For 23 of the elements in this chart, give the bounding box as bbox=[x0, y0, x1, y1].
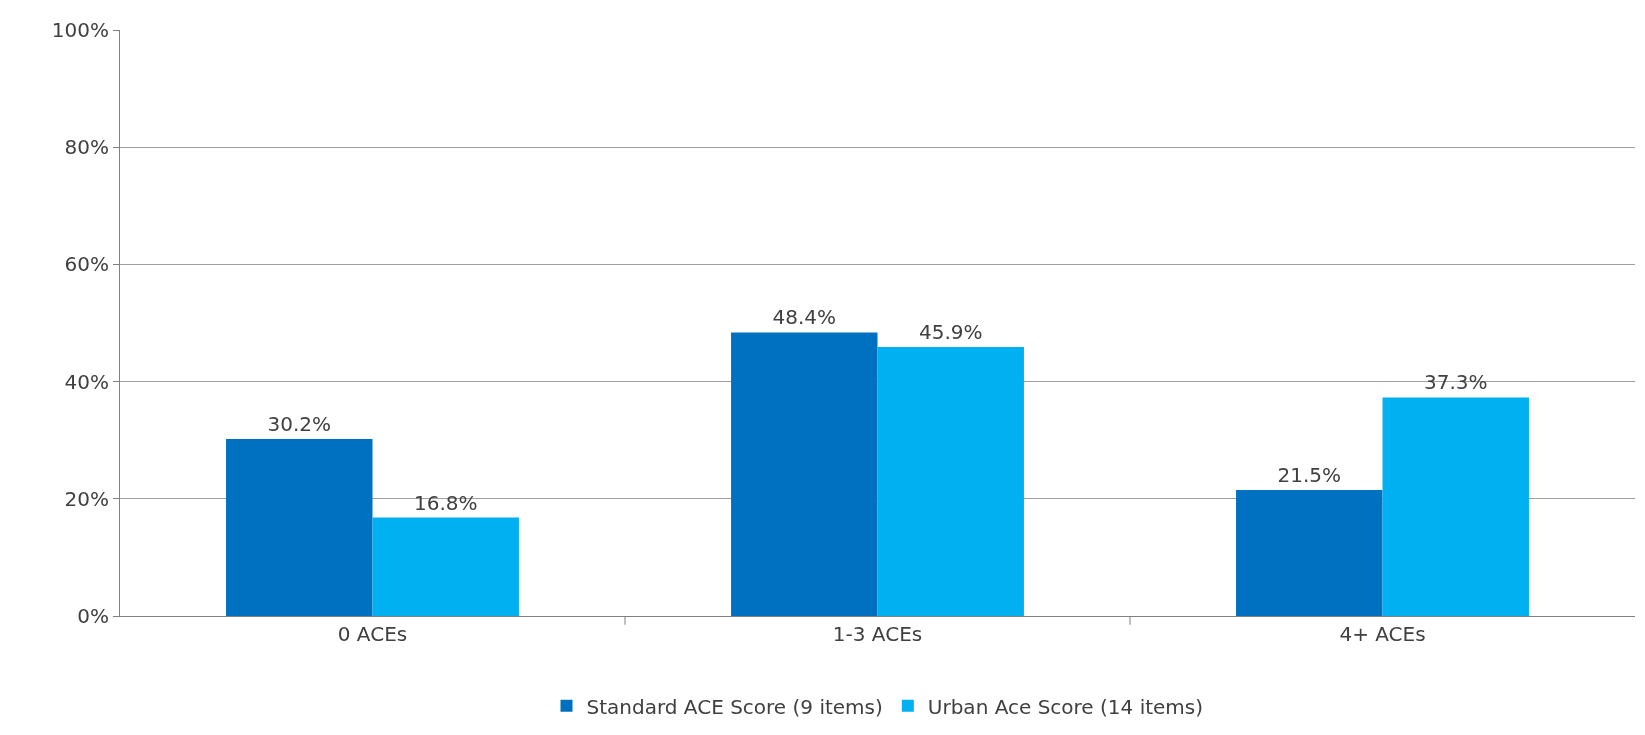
data-label: 30.2% bbox=[267, 412, 332, 437]
y-tick-label: 40% bbox=[64, 369, 109, 394]
data-label: 48.4% bbox=[772, 305, 837, 330]
y-tick-label: 100% bbox=[51, 18, 109, 42]
x-tick-label: 4+ ACEs bbox=[1339, 622, 1426, 646]
legend-label: Urban Ace Score (14 items) bbox=[927, 694, 1204, 719]
y-tick-label: 80% bbox=[64, 135, 109, 160]
bar bbox=[877, 347, 1024, 616]
bar bbox=[226, 439, 373, 616]
x-tick-label: 0 ACEs bbox=[337, 622, 408, 646]
bar bbox=[372, 517, 519, 616]
y-tick-label: 60% bbox=[64, 252, 109, 277]
bar bbox=[731, 332, 878, 616]
bar bbox=[1236, 490, 1383, 616]
bar bbox=[1382, 397, 1529, 616]
x-tick-label: 1-3 ACEs bbox=[832, 622, 923, 646]
data-label: 45.9% bbox=[918, 320, 983, 345]
data-label: 21.5% bbox=[1277, 463, 1342, 488]
y-tick-label: 20% bbox=[64, 486, 109, 511]
y-tick-label: 0% bbox=[77, 604, 109, 628]
data-label: 16.8% bbox=[413, 490, 478, 515]
data-label: 37.3% bbox=[1423, 370, 1488, 395]
legend-label: Standard ACE Score (9 items) bbox=[586, 694, 883, 719]
